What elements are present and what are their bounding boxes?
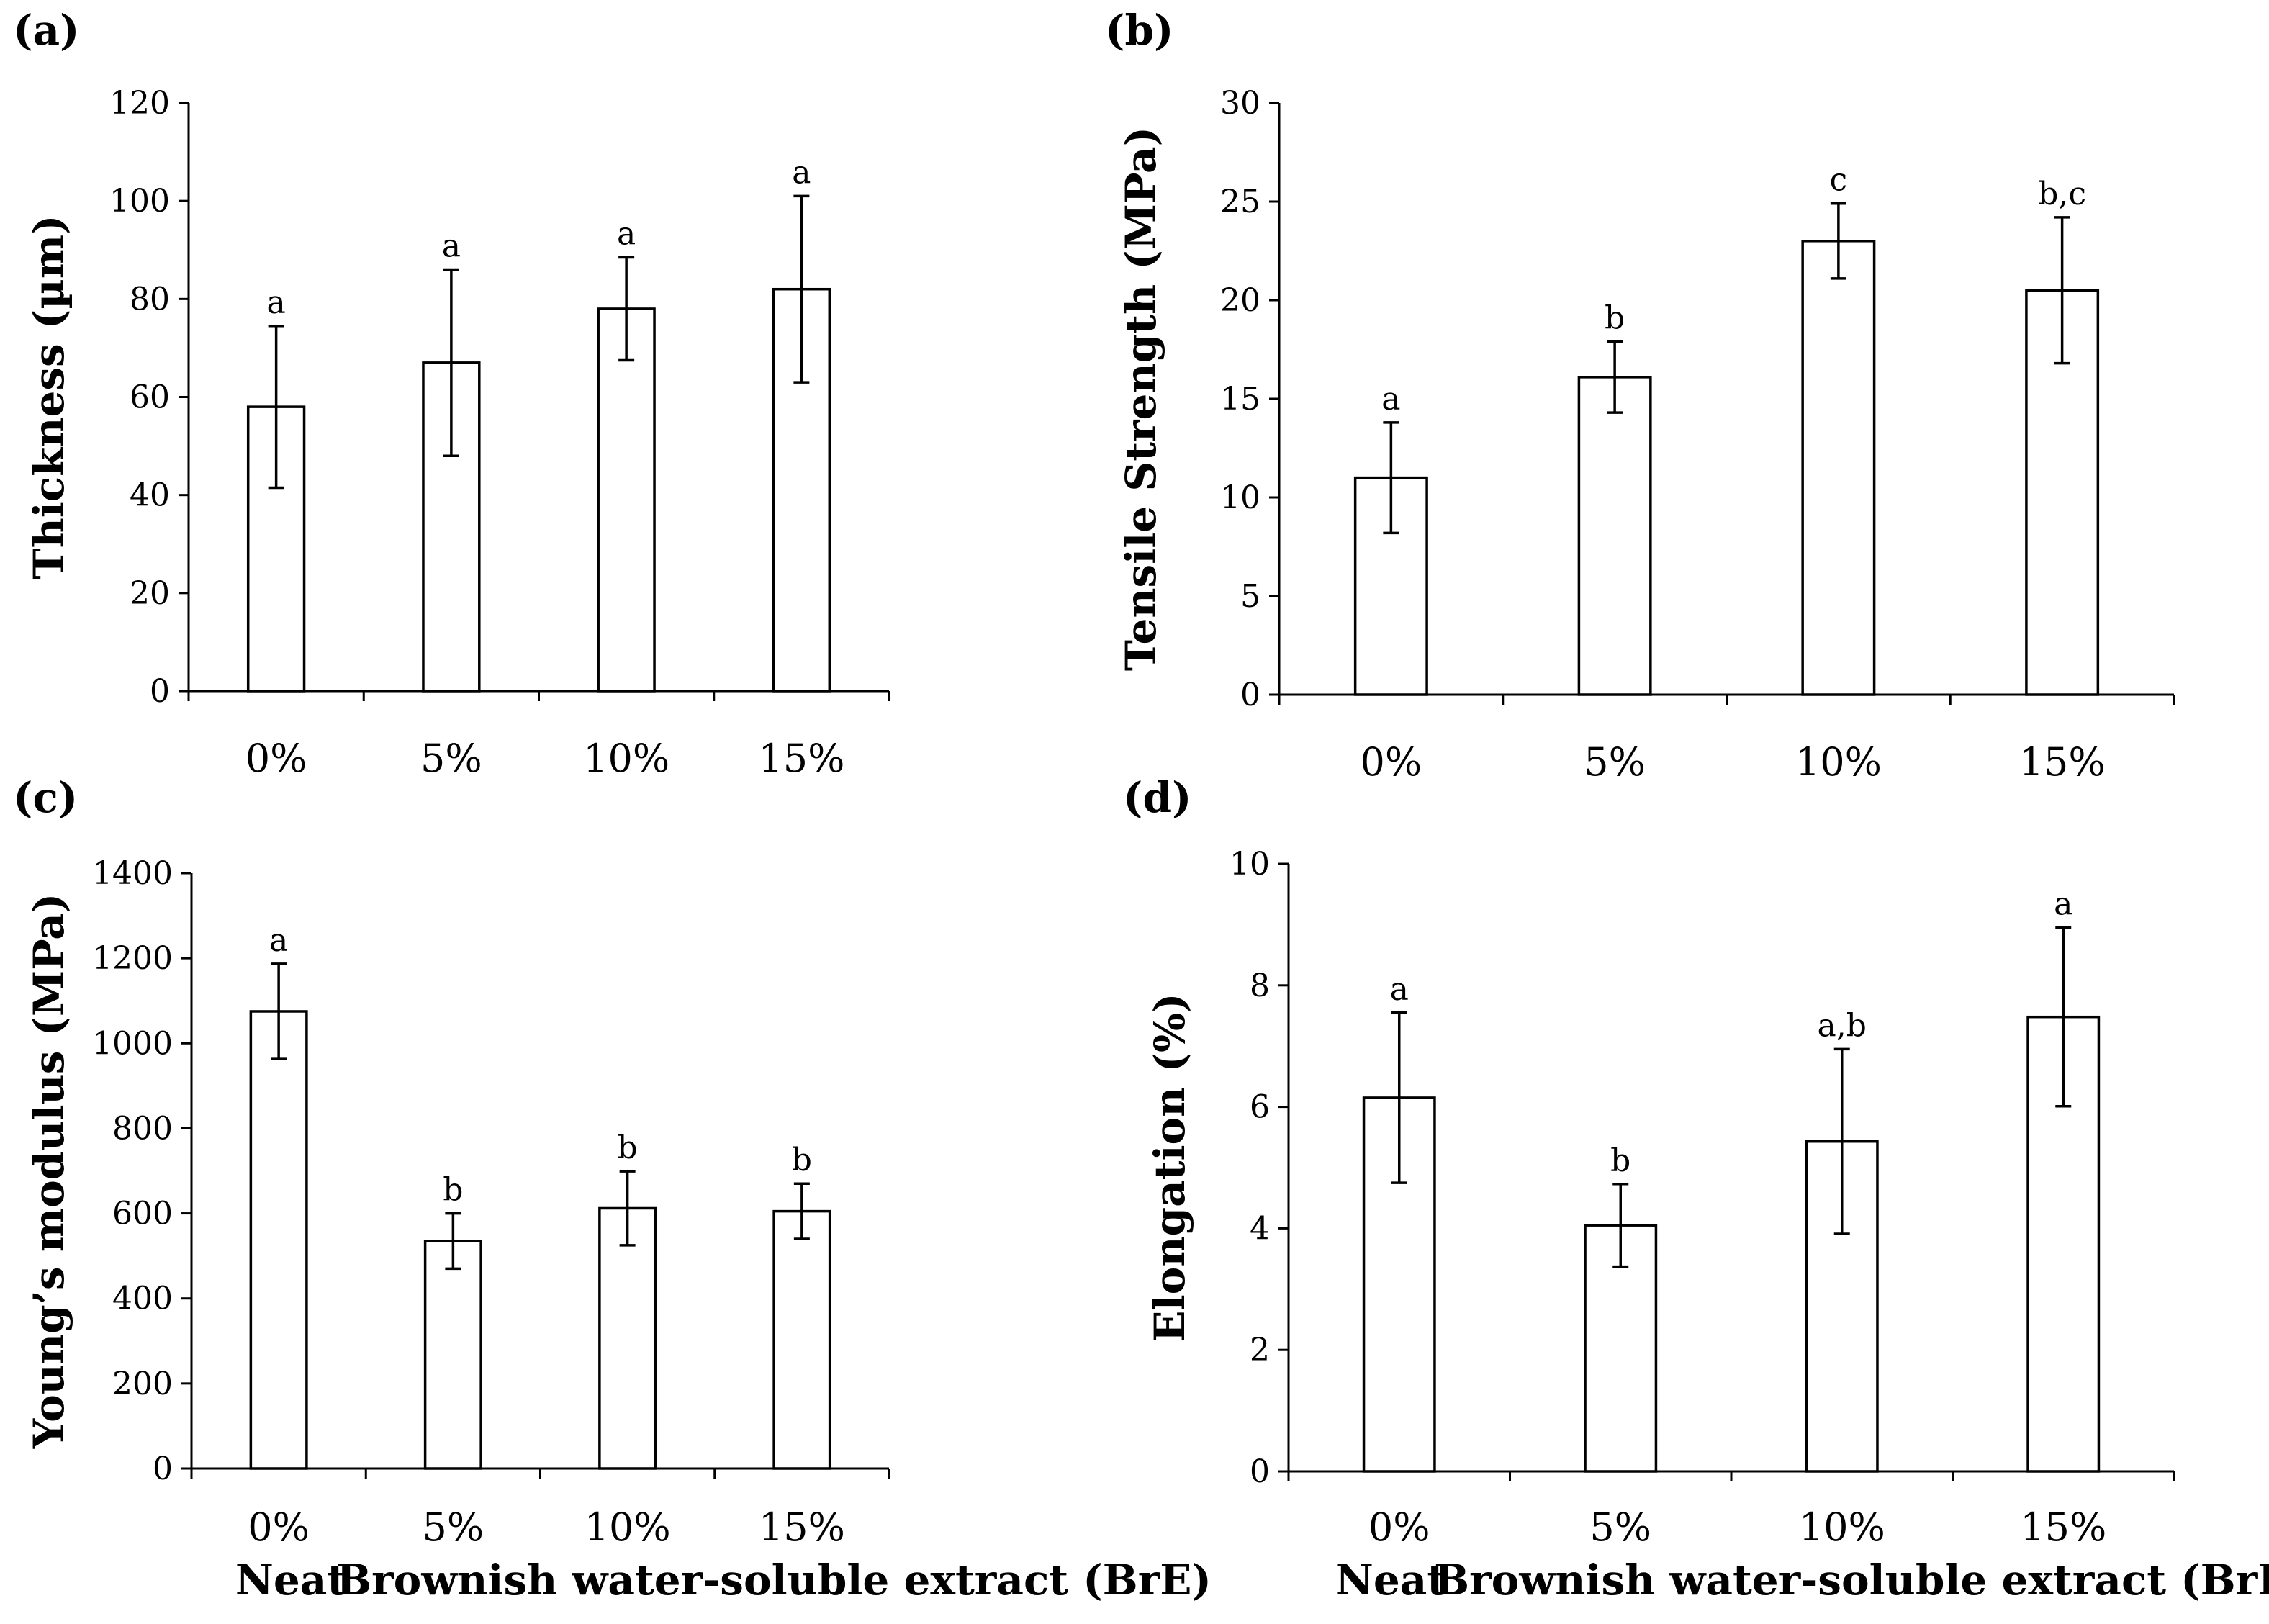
y-tick-label: 1400 bbox=[92, 855, 173, 892]
panel-c: (c) Young’s modulus (MPa) 0 200 400 600 800 100… bbox=[13, 773, 890, 1550]
bar bbox=[422, 361, 481, 693]
group-label-neat-d: Neat bbox=[1335, 1556, 1446, 1605]
bar bbox=[249, 1010, 308, 1470]
group-label-bre-d: Brownish water-soluble extract (BrE) bbox=[1434, 1556, 2269, 1605]
y-axis-title: Thickness (µm) bbox=[24, 215, 73, 579]
bar bbox=[246, 405, 306, 693]
significance-label: b bbox=[1605, 300, 1625, 337]
y-tick-label: 600 bbox=[112, 1196, 173, 1232]
y-tick-label: 30 bbox=[1220, 85, 1260, 122]
x-category-label: 15% bbox=[2020, 1505, 2106, 1550]
y-tick-label: 40 bbox=[130, 477, 170, 514]
y-tick-label: 120 bbox=[109, 85, 170, 122]
x-category-label: 15% bbox=[758, 736, 844, 781]
panel-label: (a) bbox=[13, 6, 79, 55]
bar bbox=[1801, 240, 1876, 696]
group-label-neat-c: Neat bbox=[235, 1556, 346, 1605]
y-tick-label: 0 bbox=[1240, 677, 1260, 713]
x-category-label: 0% bbox=[245, 736, 307, 781]
y-axis-title: Tensile Strength (MPa) bbox=[1117, 127, 1165, 671]
significance-label: a bbox=[442, 227, 461, 264]
significance-label: a,b bbox=[1818, 1007, 1867, 1044]
significance-label: a bbox=[2054, 886, 2072, 923]
panel-d: (d) Elongation (%) 0 2 4 6 8 10 a 0% b 5% a,b 10% a 15% bbox=[1123, 773, 2175, 1550]
x-category-label: 10% bbox=[1795, 739, 1882, 785]
y-tick-label: 20 bbox=[1220, 282, 1260, 319]
y-tick-label: 0 bbox=[153, 1451, 173, 1487]
y-tick-label: 2 bbox=[1250, 1332, 1270, 1368]
significance-label: b bbox=[1610, 1142, 1630, 1179]
y-tick-label: 1200 bbox=[92, 940, 173, 977]
x-category-label: 10% bbox=[585, 1505, 671, 1550]
y-tick-label: 15 bbox=[1220, 381, 1260, 418]
x-category-label: 5% bbox=[420, 736, 482, 781]
significance-label: a bbox=[617, 215, 636, 252]
bar bbox=[423, 1240, 482, 1470]
y-tick-label: 200 bbox=[112, 1366, 173, 1402]
x-category-label: 10% bbox=[1799, 1505, 1885, 1550]
x-category-label: 0% bbox=[248, 1505, 310, 1550]
x-category-label: 10% bbox=[583, 736, 669, 781]
significance-label: c bbox=[1830, 162, 1848, 199]
bar bbox=[598, 1206, 657, 1470]
significance-label: a bbox=[1390, 971, 1409, 1008]
significance-label: a bbox=[792, 154, 811, 191]
y-tick-label: 4 bbox=[1250, 1210, 1270, 1247]
y-tick-label: 1000 bbox=[92, 1025, 173, 1062]
significance-label: a bbox=[267, 284, 286, 321]
x-category-label: 0% bbox=[1368, 1505, 1430, 1550]
bar bbox=[597, 307, 656, 693]
y-tick-label: 10 bbox=[1230, 846, 1270, 883]
y-tick-label: 0 bbox=[1250, 1453, 1270, 1490]
y-tick-label: 10 bbox=[1220, 479, 1260, 516]
y-axis-title: Elongation (%) bbox=[1145, 993, 1194, 1342]
panel-label: (c) bbox=[13, 773, 78, 822]
y-tick-label: 80 bbox=[130, 281, 170, 317]
y-tick-label: 5 bbox=[1240, 578, 1260, 615]
significance-label: b bbox=[618, 1129, 638, 1166]
panel-label: (d) bbox=[1123, 773, 1191, 822]
significance-label: a bbox=[1381, 381, 1400, 418]
panel-label: (b) bbox=[1105, 6, 1173, 55]
y-tick-label: 800 bbox=[112, 1110, 173, 1147]
y-tick-label: 8 bbox=[1250, 967, 1270, 1004]
y-tick-label: 25 bbox=[1220, 184, 1260, 220]
y-tick-label: 400 bbox=[112, 1281, 173, 1317]
x-category-label: 15% bbox=[759, 1505, 845, 1550]
y-tick-label: 20 bbox=[130, 575, 170, 612]
significance-label: b bbox=[443, 1172, 463, 1209]
x-category-label: 0% bbox=[1361, 739, 1422, 785]
y-tick-label: 0 bbox=[150, 673, 170, 710]
bar bbox=[772, 1209, 831, 1470]
group-label-bre-c: Brownish water-soluble extract (BrE) bbox=[336, 1556, 1212, 1605]
significance-label: b,c bbox=[2038, 176, 2086, 212]
panel-b: (b) Tensile Strength (MPa) 0 5 10 15 20 25 30 a 0%… bbox=[1105, 6, 2175, 785]
y-tick-label: 100 bbox=[109, 183, 170, 220]
y-axis-title: Young’s modulus (MPa) bbox=[24, 893, 73, 1450]
x-category-label: 5% bbox=[1589, 1505, 1651, 1550]
significance-label: a bbox=[269, 922, 288, 959]
significance-label: b bbox=[792, 1142, 812, 1178]
x-category-label: 15% bbox=[2019, 739, 2106, 785]
panel-a: (a) Thickness (µm) 0 20 40 60 80 100 120 a 0% a 5% a 1… bbox=[13, 6, 890, 781]
y-tick-label: 60 bbox=[130, 379, 170, 416]
y-tick-label: 6 bbox=[1250, 1089, 1270, 1126]
x-category-label: 5% bbox=[1584, 739, 1646, 785]
bar bbox=[1577, 376, 1652, 696]
x-category-label: 5% bbox=[423, 1505, 484, 1550]
